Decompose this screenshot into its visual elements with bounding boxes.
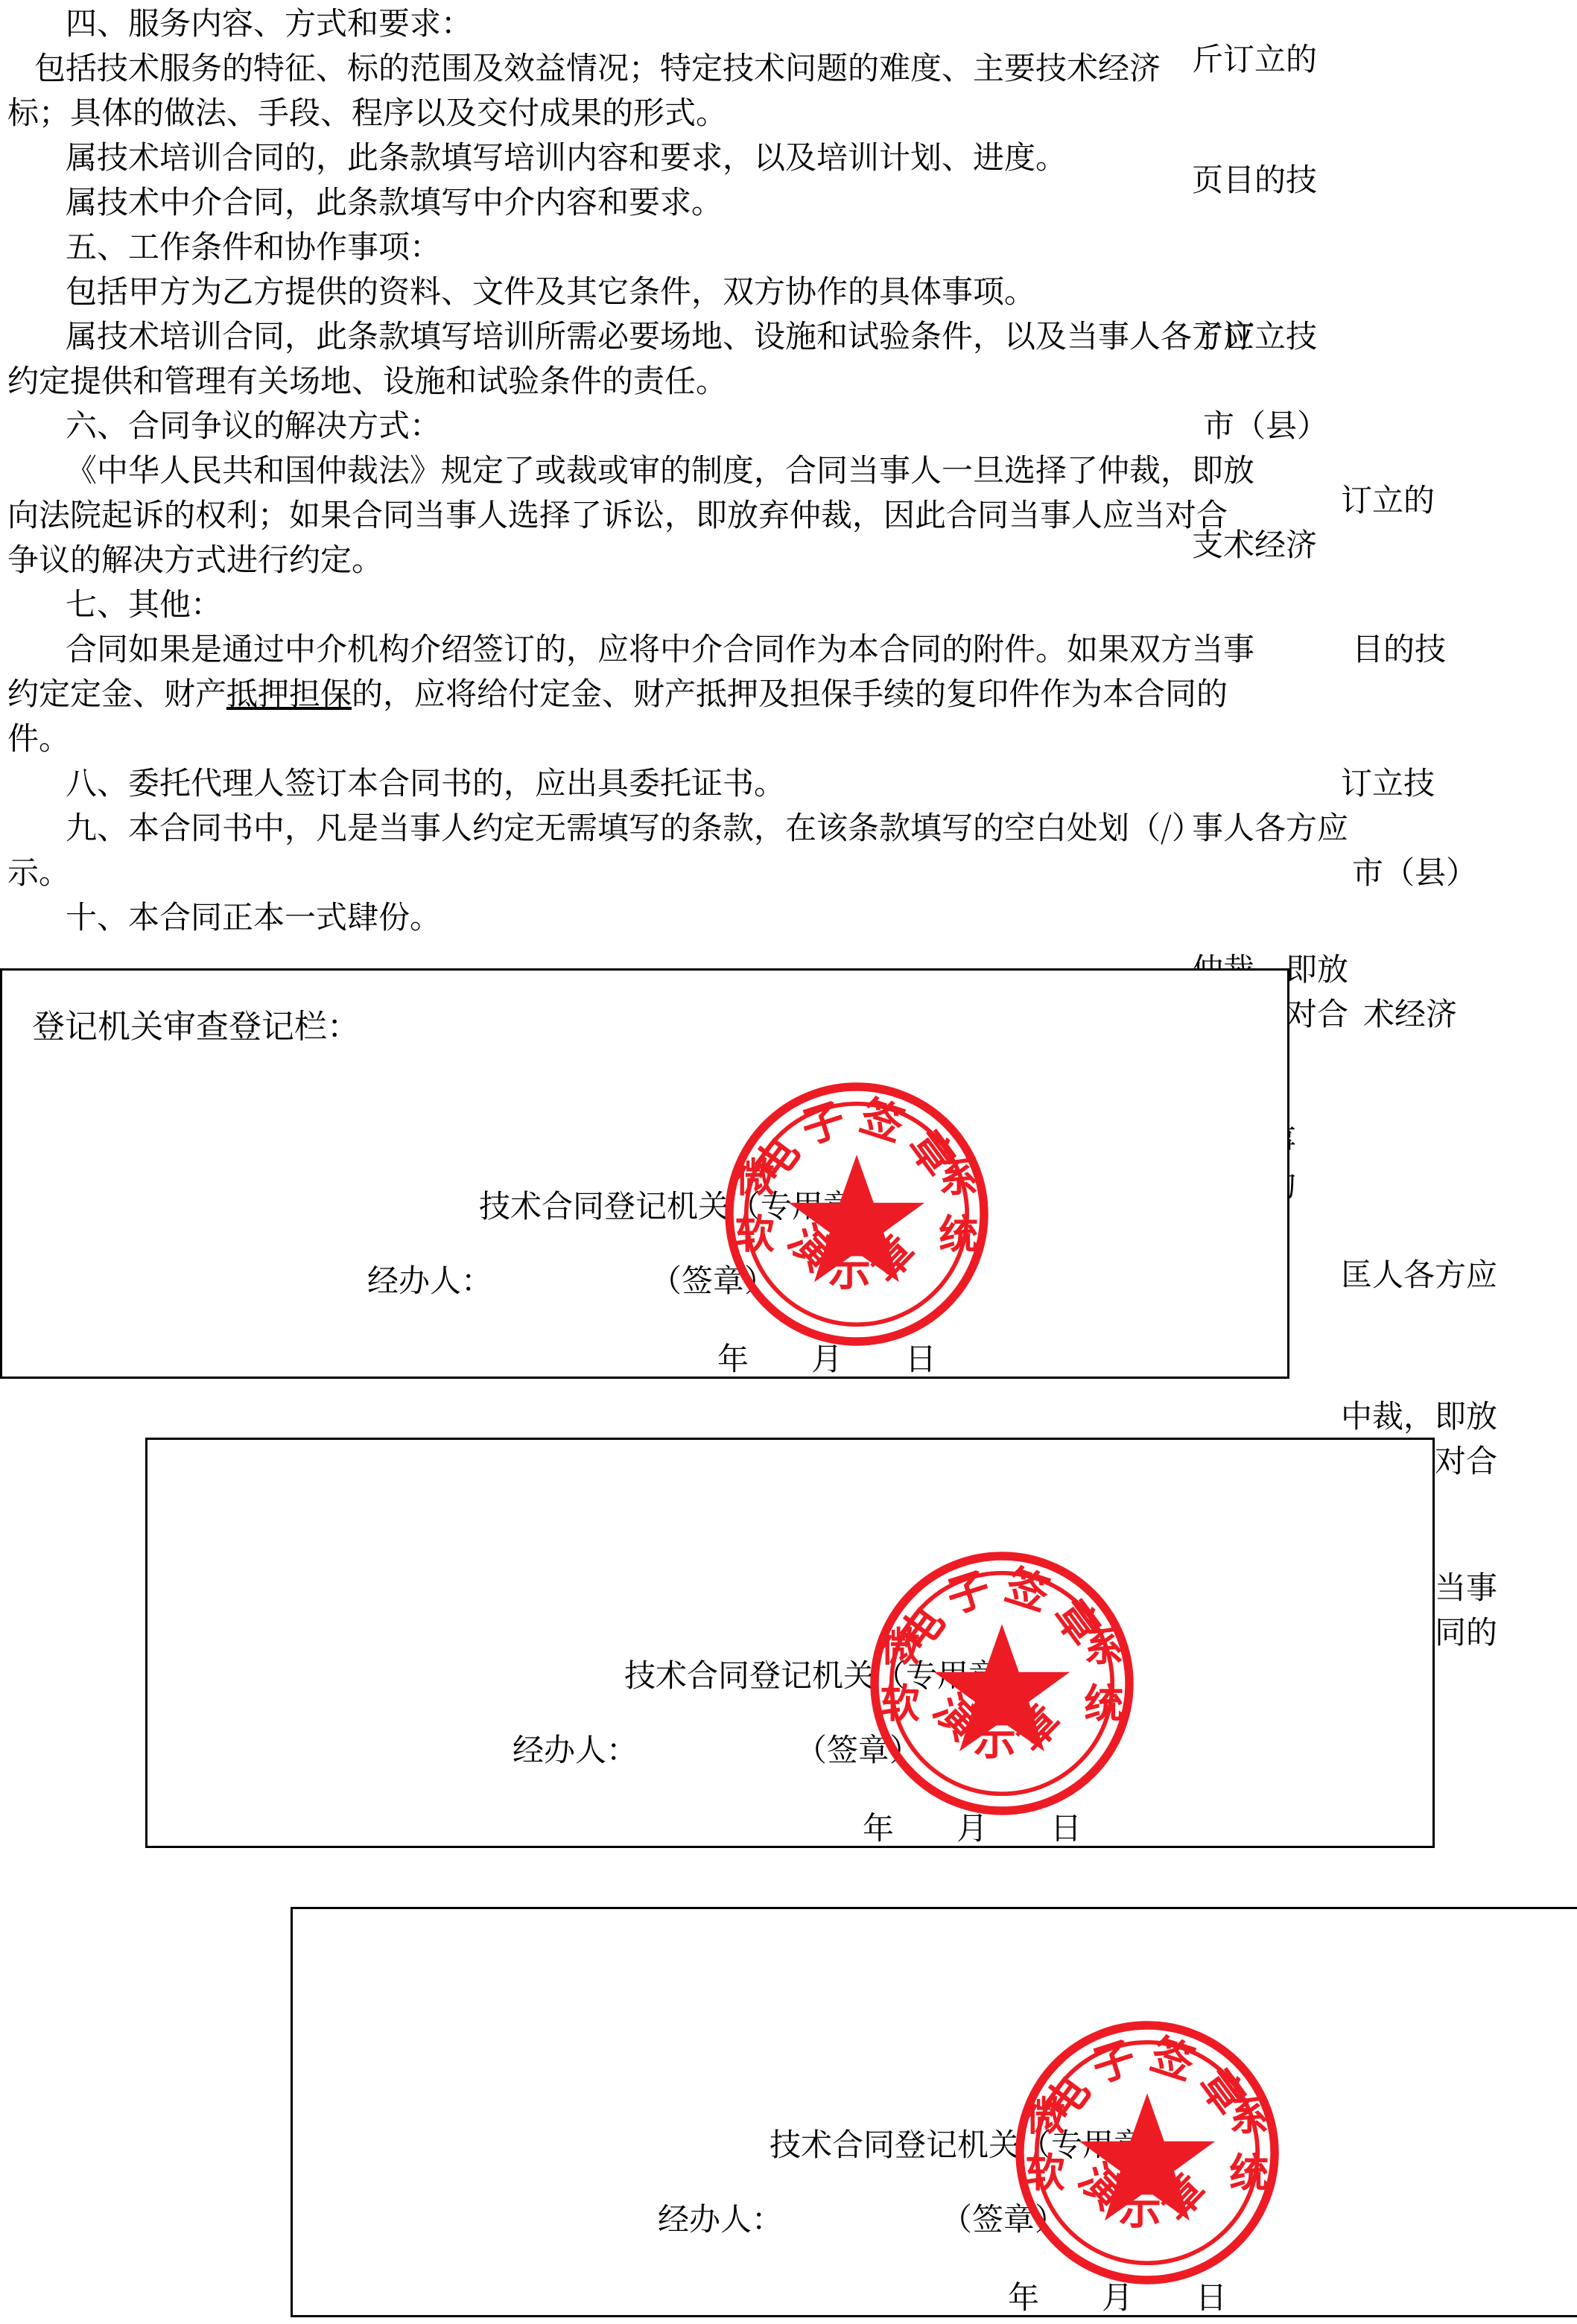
margin-m3: 了订立技	[1192, 313, 1317, 358]
margin-m2: 页目的技	[1192, 156, 1317, 201]
body-l16b-underline: 抵押担保	[226, 670, 352, 714]
margin-m7: 目的技	[1352, 626, 1446, 670]
registration-box-2: 技术合同登记机关（专用章） 经办人： （签章） 年 月 日	[145, 1438, 1435, 1848]
svg-text:软: 软	[735, 1213, 775, 1257]
body-l21: 十、本合同正本一式肆份。	[66, 894, 441, 939]
body-l16c: 的，应将给付定金、财产抵押及担保手续的复印件作为本合同的	[352, 670, 1228, 714]
body-l8: 属技术培训合同，此条款填写培训所需必要场地、设施和试验条件，以及当事人各方应	[66, 313, 1254, 358]
registration-box-1: 登记机关审查登记栏： 技术合同登记机关（专用章） 经办人： （签章） 年 月 日	[0, 968, 1289, 1379]
margin-m18: 中裁，即放	[1341, 1393, 1497, 1438]
body-l12: 向法院起诉的权利；如果合同当事人选择了诉讼，即放弃仲裁，因此合同当事人应当对合	[7, 492, 1228, 536]
body-l1: 四、服务内容、方式和要求：	[66, 0, 472, 45]
box-handler: 经办人：	[513, 1727, 638, 1771]
margin-m4: 市（县）	[1203, 402, 1328, 447]
body-l5: 属技术中介合同，此条款填写中介内容和要求。	[66, 179, 723, 223]
body-l3: 标；具体的做法、手段、程序以及交付成果的形式。	[7, 89, 727, 134]
seal-stamp-3: 电子签章 演示章 系 统 微 软	[1006, 2011, 1289, 2294]
body-l16: 约定定金、财产抵押担保的，应将给付定金、财产抵押及担保手续的复印件作为本合同的	[7, 670, 1228, 715]
svg-text:系: 系	[1084, 1626, 1123, 1670]
box-header: 登记机关审查登记栏：	[32, 1000, 360, 1047]
body-l15: 合同如果是通过中介机构介绍签订的，应将中介合同作为本合同的附件。如果双方当事	[66, 626, 1254, 670]
body-l20: 示。	[7, 849, 70, 894]
svg-text:微: 微	[880, 1626, 920, 1670]
seal-stamp-1: 电子签章 演示章 系 统 微 软	[715, 1073, 998, 1356]
body-l2: 包括技术服务的特征、标的范围及效益情况；特定技术问题的难度、主要技术经济	[34, 45, 1161, 89]
registration-box-3: 技术合同登记机关（专用章） 经办人： （签章） 年 月 日	[291, 1907, 1577, 2317]
margin-m10: 市（县）	[1352, 849, 1477, 894]
body-l17: 件。	[7, 715, 70, 760]
svg-text:微: 微	[734, 1157, 775, 1201]
svg-text:微: 微	[1025, 2095, 1065, 2139]
margin-m6: 支术经济	[1192, 521, 1317, 566]
margin-m8: 订立技	[1341, 760, 1435, 804]
body-l11: 《中华人民共和国仲裁法》规定了或裁或审的制度，合同当事人一旦选择了仲裁，即放	[66, 447, 1254, 492]
body-l4: 属技术培训合同的，此条款填写培训内容和要求，以及培训计划、进度。	[66, 134, 1067, 179]
seal-stamp-2: 电子签章 演示章 系 统 微 软	[860, 1542, 1143, 1825]
box-handler: 经办人：	[367, 1257, 492, 1302]
svg-text:软: 软	[1026, 2152, 1065, 2196]
margin-m9: 事人各方应	[1192, 804, 1348, 849]
body-l18: 八、委托代理人签订本合同书的，应出具委托证书。	[66, 760, 785, 804]
body-l10: 六、合同争议的解决方式：	[66, 402, 441, 447]
svg-text:统: 统	[1084, 1683, 1123, 1727]
svg-text:系: 系	[939, 1157, 978, 1201]
svg-text:软: 软	[880, 1683, 920, 1727]
body-l7: 包括甲方为乙方提供的资料、文件及其它条件，双方协作的具体事项。	[66, 268, 1035, 313]
body-l13: 争议的解决方式进行约定。	[7, 536, 383, 581]
margin-m13: 术经济	[1363, 991, 1457, 1035]
body-l9: 约定提供和管理有关场地、设施和试验条件的责任。	[7, 358, 727, 402]
body-l14: 七、其他：	[66, 581, 222, 626]
svg-text:统: 统	[939, 1213, 978, 1257]
box-handler: 经办人：	[658, 2196, 783, 2241]
margin-m5: 订立的	[1341, 477, 1435, 521]
body-l19: 九、本合同书中，凡是当事人约定无需填写的条款，在该条款填写的空白处划（/）	[66, 804, 1203, 849]
margin-m17: 匡人各方应	[1341, 1251, 1497, 1296]
body-l6: 五、工作条件和协作事项：	[66, 223, 441, 268]
body-l16a: 约定定金、财产	[7, 670, 226, 714]
svg-text:系: 系	[1229, 2095, 1269, 2139]
svg-text:统: 统	[1229, 2152, 1269, 2196]
margin-m1: 斤订立的	[1192, 36, 1317, 80]
